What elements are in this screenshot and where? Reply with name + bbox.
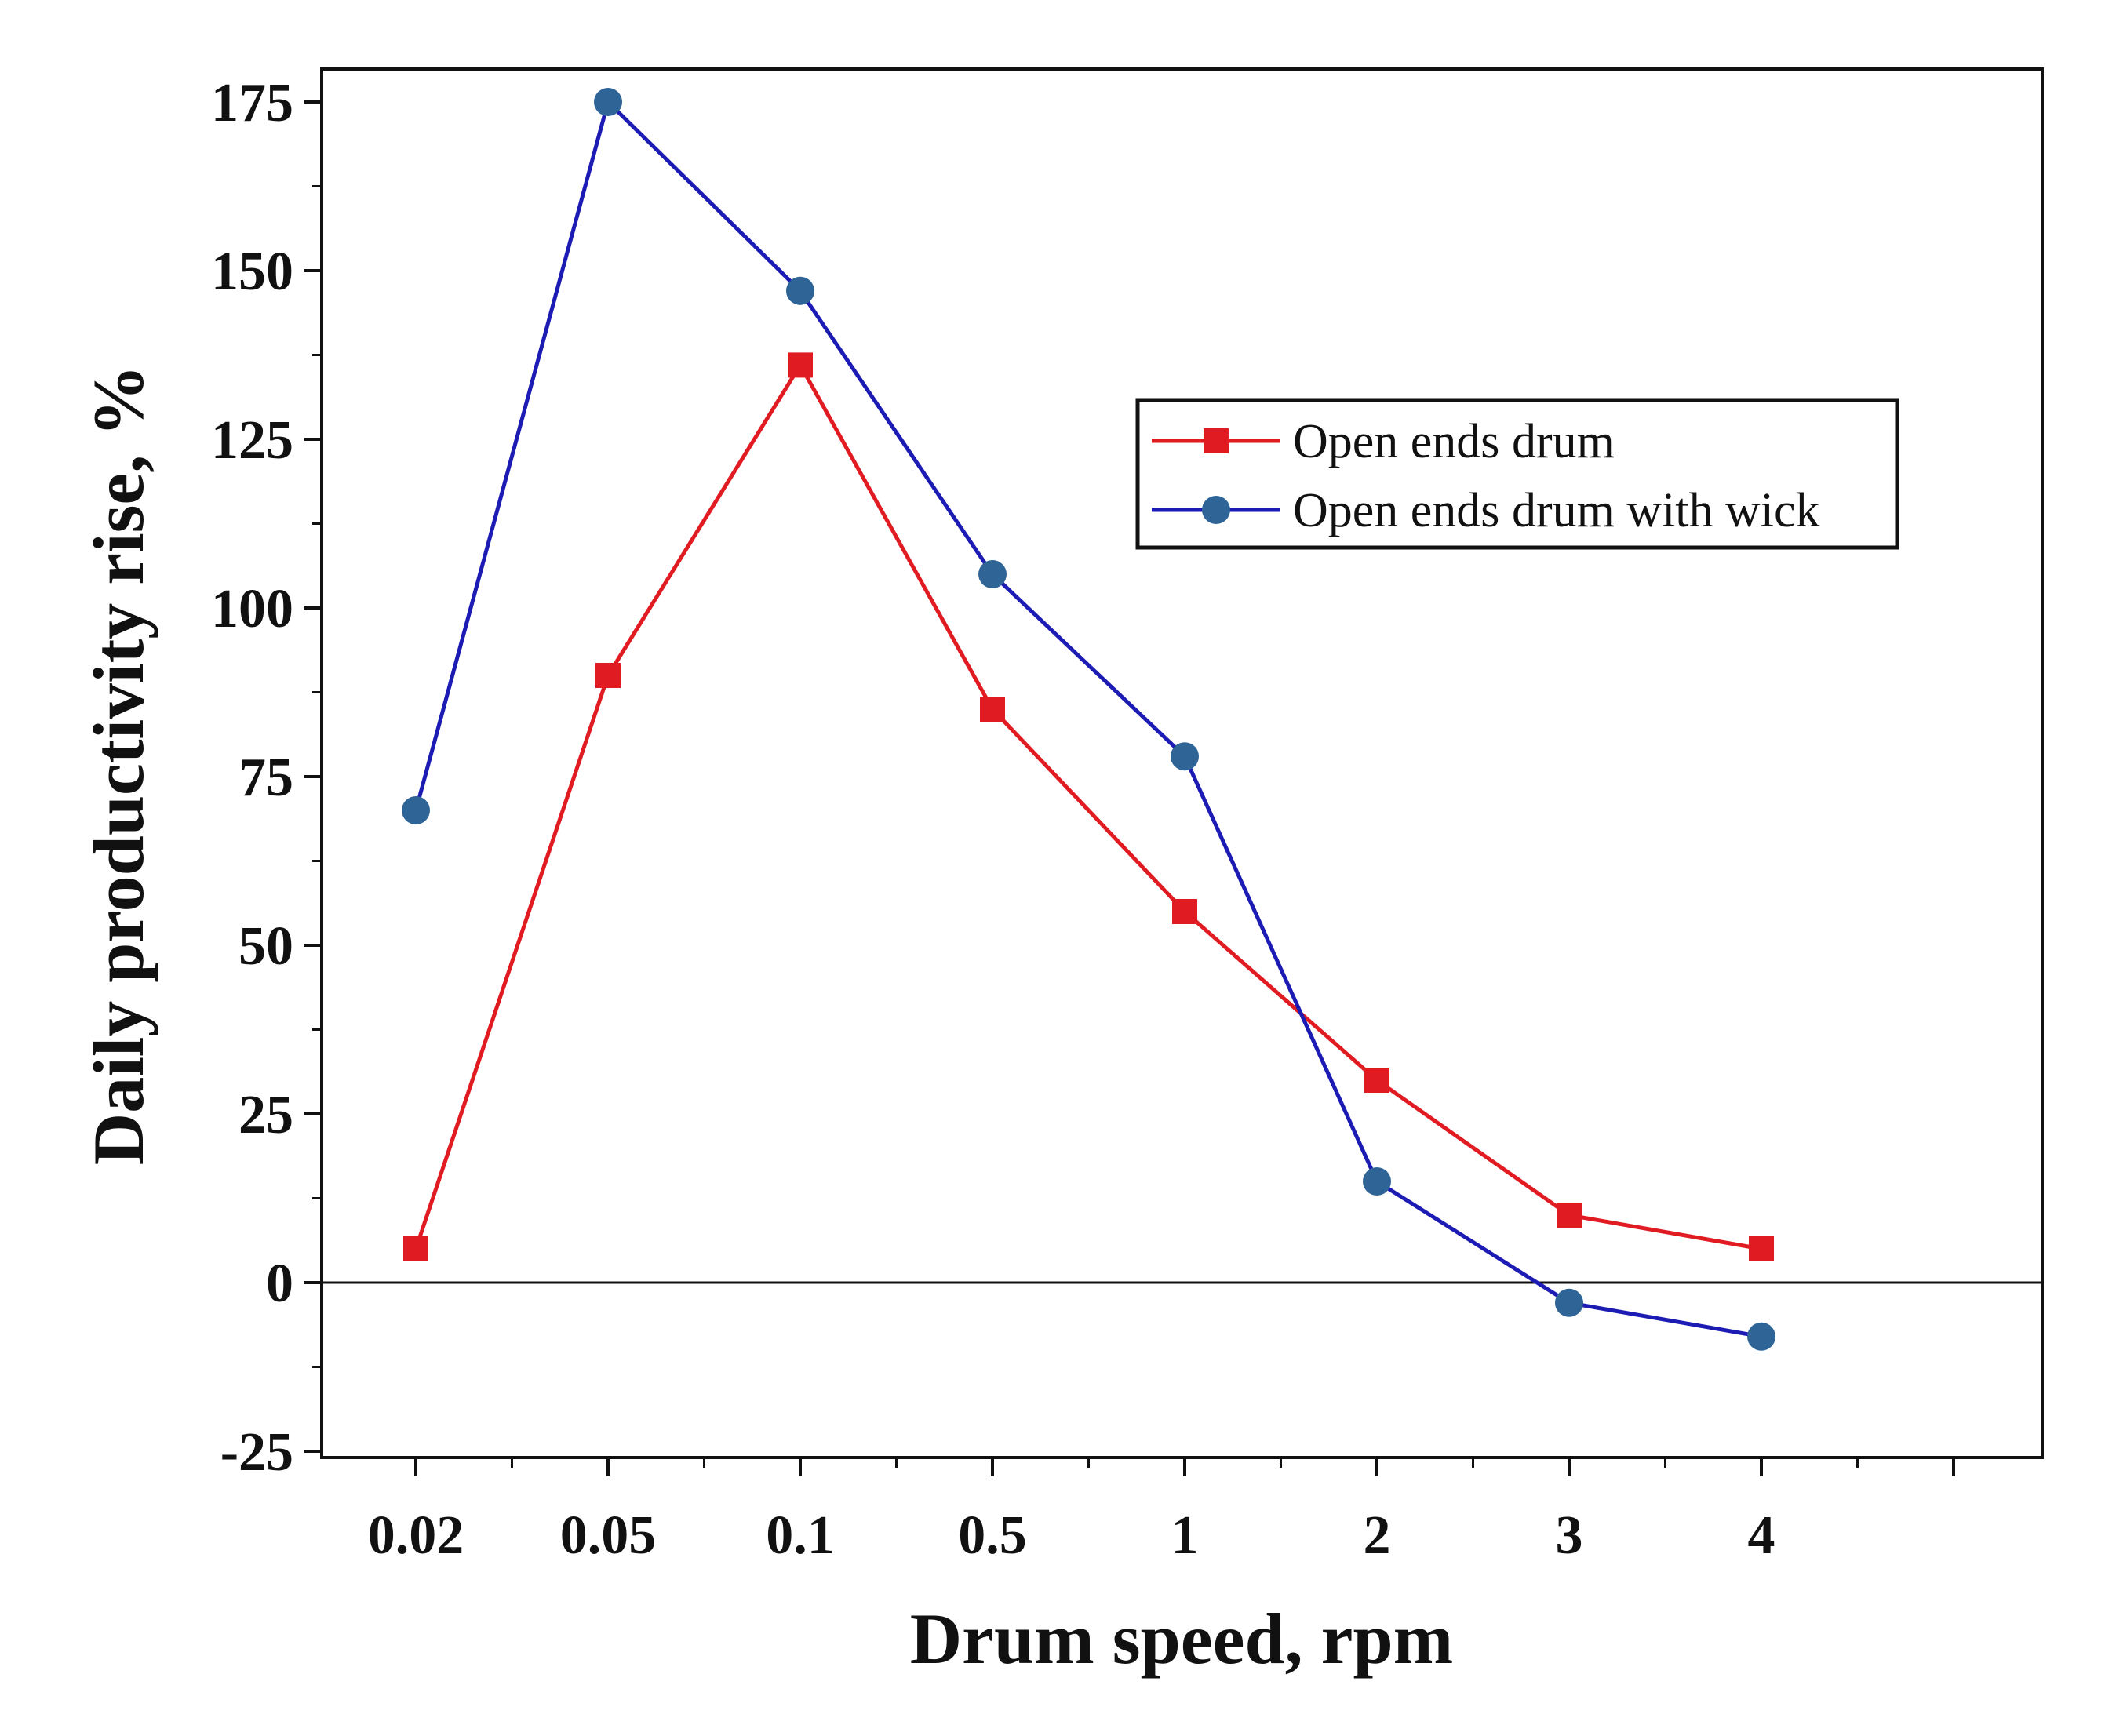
x-tick-label: 1 (1171, 1505, 1199, 1566)
series-2 (402, 88, 1775, 1351)
legend-marker-circle (1202, 496, 1230, 524)
y-tick-label: -25 (220, 1422, 293, 1483)
y-tick-label: 175 (211, 73, 293, 133)
data-point-circle (978, 560, 1007, 588)
legend-box (1135, 398, 1899, 550)
data-point-circle (1555, 1288, 1583, 1317)
data-point-circle (1363, 1167, 1391, 1196)
legend: Open ends drum Open ends drum with wick (1135, 398, 1899, 550)
series-line (413, 362, 1762, 1251)
x-axis-title: Drum speed, rpm (910, 1599, 1454, 1679)
series-line (413, 100, 1762, 1339)
data-point-circle (786, 276, 814, 305)
data-point-square (403, 1236, 428, 1261)
x-tick-label: 0.02 (368, 1505, 464, 1566)
y-axis-title: Daily productivity rise, % (78, 365, 158, 1166)
legend-marker-square (1204, 428, 1229, 453)
legend-label: Open ends drum (1293, 415, 1615, 468)
y-tick-label: 25 (239, 1085, 293, 1145)
series-1 (403, 352, 1774, 1261)
data-point-square (595, 663, 621, 688)
x-tick-label: 3 (1556, 1505, 1583, 1566)
y-tick-label: 50 (239, 916, 293, 977)
y-tick-label: 100 (211, 579, 293, 639)
y-tick-label: 0 (266, 1254, 293, 1314)
y-tick-label: 125 (211, 410, 293, 471)
data-point-square (1557, 1203, 1582, 1228)
y-tick-label: 150 (211, 242, 293, 302)
x-tick-label: 0.5 (958, 1505, 1027, 1566)
y-tick-label: 75 (239, 748, 293, 808)
data-point-square (1172, 899, 1197, 924)
data-point-circle (1747, 1322, 1775, 1351)
plot-frame (320, 67, 2044, 1459)
data-point-square (1749, 1236, 1774, 1261)
x-tick-label: 0.05 (560, 1505, 657, 1566)
legend-item-1: Open ends drum (1152, 415, 1615, 468)
data-point-square (980, 697, 1005, 722)
x-tick-label: 2 (1364, 1505, 1391, 1566)
data-point-square (1364, 1068, 1389, 1093)
x-tick-label: 0.1 (766, 1505, 835, 1566)
data-point-circle (1171, 742, 1199, 771)
legend-item-2: Open ends drum with wick (1152, 484, 1820, 537)
data-point-square (788, 352, 813, 378)
legend-label: Open ends drum with wick (1293, 484, 1820, 537)
data-point-circle (402, 796, 430, 824)
data-point-circle (594, 88, 622, 116)
x-tick-label: 4 (1748, 1505, 1775, 1566)
